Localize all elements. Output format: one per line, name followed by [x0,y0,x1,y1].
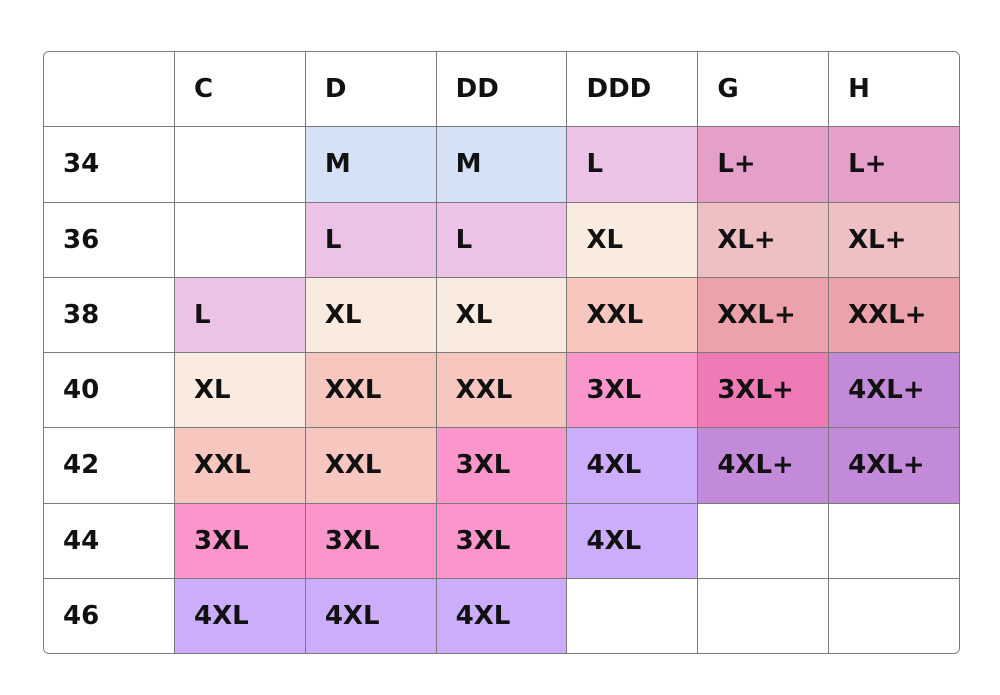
corner-cell [44,52,175,128]
row-header: 38 [44,276,175,354]
size-cell: 4XL [304,577,437,653]
size-cell: XXL+ [697,276,830,354]
size-cell: XXL [435,351,568,429]
size-cell: XL [304,276,437,354]
table-row: 46 4XL 4XL 4XL [44,577,959,653]
size-cell: L [566,126,699,203]
size-cell: 3XL+ [697,351,830,429]
size-cell: 3XL [566,351,699,429]
column-header: H [828,52,959,128]
column-header: DD [435,52,568,128]
row-header: 40 [44,351,175,429]
size-cell: 3XL [304,502,437,579]
header-row: C D DD DDD G H [44,52,959,128]
size-cell: 4XL [435,577,568,653]
size-cell: 4XL [566,427,699,504]
size-cell: XXL+ [828,276,959,354]
size-cell [828,577,959,653]
table-row: 42 XXL XXL 3XL 4XL 4XL+ 4XL+ [44,427,959,504]
column-header: C [174,52,306,128]
size-cell [828,502,959,579]
size-cell: 4XL+ [697,427,830,504]
size-table: C D DD DDD G H 34 M M L L+ L+ 36 L L XL XL+ XL+ 38 L XL XL XXL… [44,52,959,653]
size-cell: 3XL [435,427,568,504]
size-cell: XL+ [697,201,830,278]
table-row: 44 3XL 3XL 3XL 4XL [44,502,959,579]
table-row: 34 M M L L+ L+ [44,126,959,203]
row-header: 44 [44,502,175,579]
size-cell: XXL [304,351,437,429]
size-cell: 4XL+ [828,351,959,429]
size-cell: 3XL [174,502,306,579]
size-cell: XL [174,351,306,429]
table-row: 36 L L XL XL+ XL+ [44,201,959,278]
size-cell: XL [566,201,699,278]
size-cell: 4XL [566,502,699,579]
size-cell: M [435,126,568,203]
column-header: G [697,52,830,128]
size-cell: L+ [697,126,830,203]
size-table-frame: C D DD DDD G H 34 M M L L+ L+ 36 L L XL XL+ XL+ 38 L XL XL XXL… [43,51,960,654]
size-cell: L [174,276,306,354]
size-cell: 4XL+ [828,427,959,504]
size-cell: 3XL [435,502,568,579]
column-header: DDD [566,52,699,128]
size-cell: XXL [304,427,437,504]
size-cell: M [304,126,437,203]
table-row: 38 L XL XL XXL XXL+ XXL+ [44,276,959,354]
size-cell [697,577,830,653]
size-cell [566,577,699,653]
size-cell: XL+ [828,201,959,278]
size-cell: XL [435,276,568,354]
row-header: 42 [44,427,175,504]
size-cell [174,201,306,278]
size-cell: XXL [174,427,306,504]
column-header: D [304,52,437,128]
size-cell: XXL [566,276,699,354]
row-header: 46 [44,577,175,653]
size-cell: L [304,201,437,278]
row-header: 36 [44,201,175,278]
size-cell: 4XL [174,577,306,653]
size-cell: L [435,201,568,278]
size-cell: L+ [828,126,959,203]
table-row: 40 XL XXL XXL 3XL 3XL+ 4XL+ [44,351,959,429]
size-cell [174,126,306,203]
row-header: 34 [44,126,175,203]
size-cell [697,502,830,579]
